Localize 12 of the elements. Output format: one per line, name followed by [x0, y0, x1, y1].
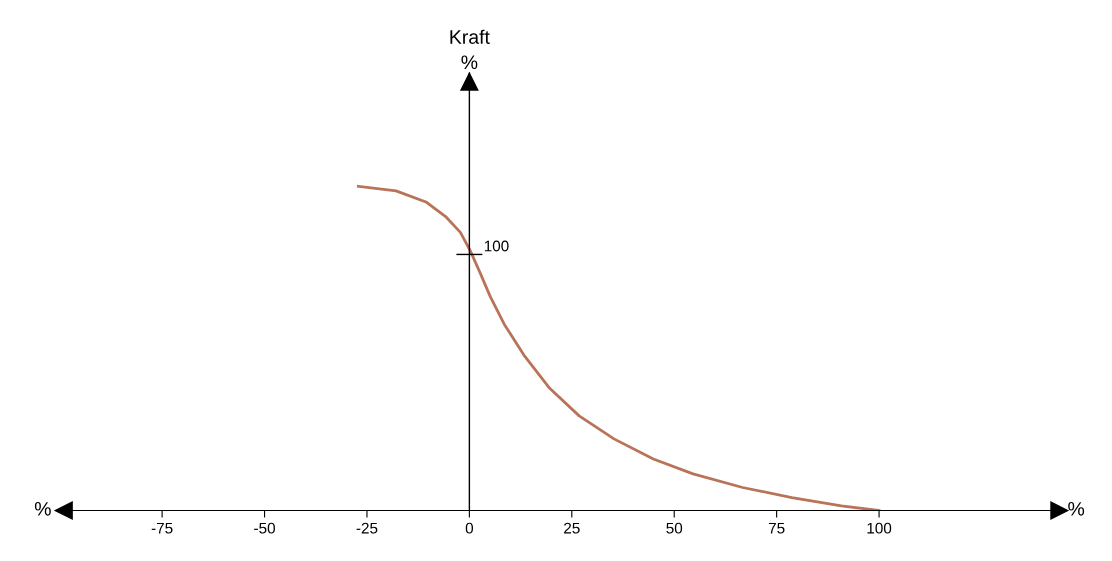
- x-tick-label: -50: [254, 522, 275, 534]
- x-tick-label: 100: [867, 522, 892, 534]
- x-tick-label: 50: [666, 522, 683, 534]
- annotation: 100: [484, 240, 509, 252]
- x-axis-title: %: [1068, 502, 1085, 516]
- x-tick-label: 25: [564, 522, 580, 534]
- x-tick-label: 75: [768, 522, 785, 534]
- text: Kraft %: [450, 29, 490, 70]
- x-tick-label: -25: [356, 522, 378, 534]
- x-tick-label: -75: [151, 522, 173, 534]
- x-tick-label: 0: [465, 522, 474, 534]
- text: %: [34, 502, 51, 516]
